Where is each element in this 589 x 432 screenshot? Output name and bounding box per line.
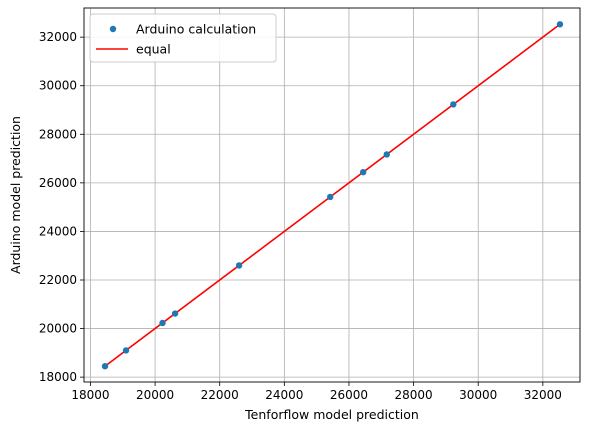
- scatter-series: [101, 21, 564, 370]
- data-point: [159, 319, 166, 327]
- data-point: [101, 363, 109, 370]
- x-axis-label: Tenforflow model prediction: [244, 407, 419, 422]
- y-axis-ticks: 18000 20000 22000 24000 26000 28000 30000 32000: [39, 30, 84, 384]
- y-tick-label: 22000: [39, 273, 77, 287]
- data-point: [450, 101, 457, 108]
- legend-label-scatter: Arduino calculation: [136, 22, 256, 37]
- y-tick-label: 30000: [39, 79, 77, 93]
- x-tick-label: 30000: [459, 388, 497, 402]
- y-tick-label: 18000: [39, 370, 77, 384]
- legend: Arduino calculation equal: [89, 13, 277, 63]
- data-point: [327, 193, 334, 201]
- y-axis-label: Arduino model prediction: [8, 116, 23, 274]
- y-tick-label: 32000: [39, 30, 77, 44]
- x-axis-ticks: 18000 20000 22000 24000 26000 28000 30000 32000: [71, 382, 562, 402]
- y-tick-label: 20000: [39, 322, 77, 336]
- grid-lines: [84, 8, 580, 382]
- x-tick-label: 26000: [330, 388, 368, 402]
- data-point: [383, 151, 390, 158]
- data-point: [556, 21, 564, 28]
- x-tick-label: 20000: [136, 388, 174, 402]
- y-tick-label: 26000: [39, 176, 77, 190]
- legend-box: [89, 13, 277, 63]
- x-tick-label: 32000: [524, 388, 562, 402]
- y-tick-label: 24000: [39, 224, 77, 238]
- data-point: [235, 262, 243, 269]
- data-point: [171, 310, 179, 317]
- legend-marker-scatter: [109, 25, 117, 33]
- x-tick-label: 18000: [71, 388, 109, 402]
- x-tick-label: 22000: [201, 388, 239, 402]
- y-tick-label: 28000: [39, 127, 77, 141]
- plot-frame: [83, 7, 581, 383]
- data-point: [122, 347, 130, 354]
- x-tick-label: 28000: [394, 388, 432, 402]
- legend-label-line: equal: [136, 42, 171, 57]
- x-tick-label: 24000: [265, 388, 303, 402]
- data-point: [359, 168, 367, 176]
